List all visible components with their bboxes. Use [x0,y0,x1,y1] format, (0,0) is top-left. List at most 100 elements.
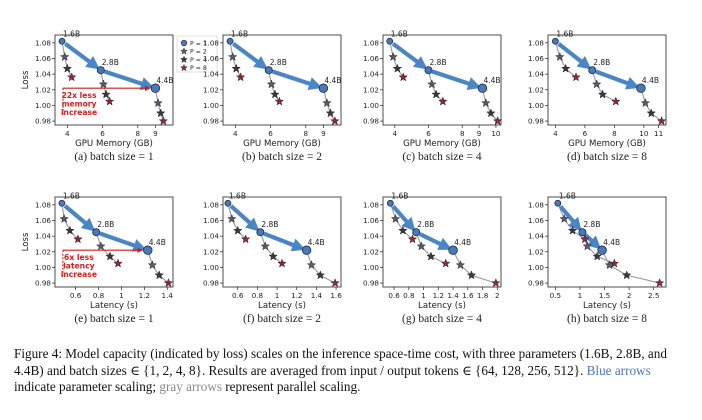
panel-f: 0.98 1.00 1.02 1.04 1.06 1.08 0.6 0.8 1 1.2 1.4 1.6… [203,191,342,325]
y-tick-label: 1.06 [528,54,544,63]
point-p2 [604,260,615,270]
point-p4 [325,108,336,118]
y-tick-label: 1.00 [203,263,219,272]
point-p8 [492,116,503,126]
x-tick-label: 9 [321,129,326,138]
parameter-scaling-arrow [418,232,453,250]
point-p8 [611,96,621,106]
parallel-scaling-line [591,70,617,103]
point-p1 [92,228,101,237]
x-tick-label: 1.8 [477,291,489,300]
point-p4 [466,270,477,280]
model-label: 1.6B [556,29,573,38]
caption-text-1: Model capacity (indicated by loss) scale… [14,346,667,378]
parallel-scaling-line [481,88,499,122]
y-tick-label: 1.06 [203,216,219,225]
point-p8 [163,278,174,288]
x-axis-label: GPU Memory (GB) [75,139,153,149]
x-tick-label: 6 [583,129,588,138]
caption-gray-arrows: gray arrows [159,379,222,394]
point-p8 [654,278,665,288]
x-tick-label: 10 [491,129,501,138]
legend-marker-p8 [180,63,188,72]
point-p1 [386,37,394,45]
point-p1 [58,37,66,45]
point-p2 [390,213,401,223]
point-p2 [591,79,602,89]
point-p4 [268,251,278,261]
y-tick-label: 1.04 [363,70,379,79]
y-tick-label: 1.02 [363,85,379,94]
point-p8 [330,116,340,126]
x-tick-label: 1.2 [139,291,150,300]
plot-frame [54,34,174,126]
model-label: 1.6B [391,29,408,38]
x-tick-label: 9 [153,129,158,138]
point-p8 [277,258,287,268]
point-p8 [656,116,667,126]
y-tick-label: 1.04 [528,70,544,79]
parallel-scaling-line [389,203,413,240]
point-p2 [98,79,109,89]
point-p1 [318,83,329,93]
x-tick-label: 1.6 [330,291,342,300]
annotation-text: increase [61,270,97,279]
point-p2 [153,98,163,108]
caption-label: Figure 4: [14,346,62,361]
point-p4 [231,63,241,73]
x-tick-label: 0.8 [93,291,105,300]
parallel-scaling-line [427,70,444,102]
x-axis-label: GPU Memory (GB) [568,139,646,149]
x-tick-label: 11 [654,129,663,138]
model-label: 2.8B [583,220,600,229]
x-tick-label: 1.2 [291,291,302,300]
model-label: 2.8B [102,58,119,67]
x-tick-label: 8 [460,129,465,138]
x-tick-label: 1.4 [447,291,459,300]
x-tick-label: 1.6 [462,291,474,300]
point-p8 [240,234,251,244]
x-tick-label: 8 [612,129,617,138]
point-p4 [155,108,166,118]
parameter-scaling-arrow [391,204,416,232]
point-p4 [65,225,75,235]
legend-label: P = 1 [190,40,207,47]
plot-frame [382,34,502,126]
parameter-scaling-arrow [229,204,260,232]
x-tick-label: 0.8 [252,291,264,300]
x-tick-label: 6 [426,129,431,138]
point-p2 [227,51,238,61]
point-p1 [224,199,232,207]
x-tick-label: 0.6 [232,291,244,300]
point-p1 [226,37,234,45]
panel-subtitle: (e) batch size = 1 [74,313,154,325]
model-label: 2.8B [270,58,287,67]
x-tick-label: 10 [639,129,649,138]
point-p2 [582,241,593,251]
legend-marker-p2 [180,47,188,55]
point-p8 [438,96,448,106]
x-tick-label: 1 [119,291,124,300]
point-p4 [486,108,496,118]
y-tick-label: 1.04 [35,70,51,79]
x-tick-label: 1 [421,291,426,300]
point-p1 [386,199,394,207]
legend-marker-p4 [180,55,188,63]
model-label: 4.4B [308,238,325,247]
y-tick-label: 1.02 [528,247,544,256]
model-label: 1.6B [559,191,576,200]
y-tick-label: 1.08 [203,200,219,209]
point-p1 [448,245,458,255]
parameter-scaling-arrow [583,233,602,250]
point-p4 [646,108,657,118]
y-tick-label: 1.02 [363,247,379,256]
y-tick-label: 1.06 [203,54,219,63]
y-tick-label: 0.98 [363,279,379,288]
parallel-scaling-line [147,250,169,284]
parameter-scaling-arrow [63,41,100,70]
panel-subtitle: (c) batch size = 4 [402,151,482,163]
parameter-scaling-arrow [103,69,155,91]
parallel-scaling-line [601,249,660,284]
plot-frame [382,196,502,288]
